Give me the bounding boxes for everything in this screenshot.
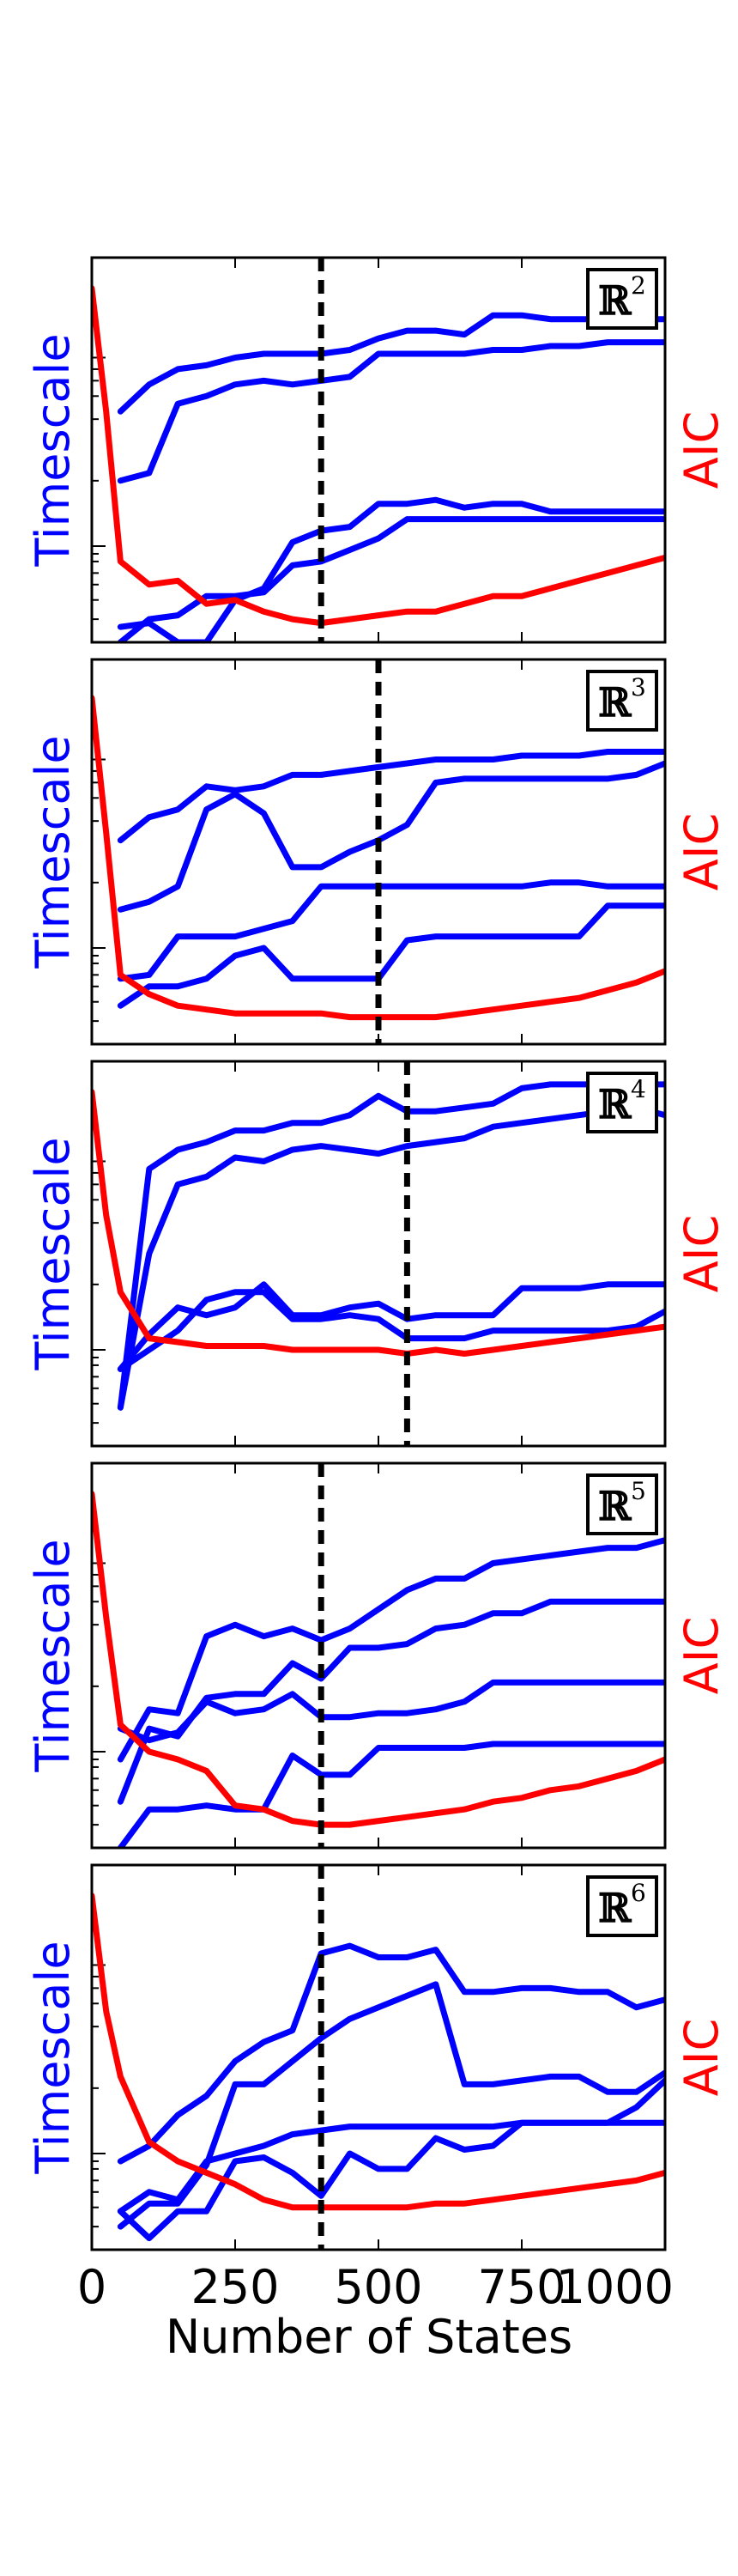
right-axis-label: AIC (674, 2019, 729, 2097)
x-tick-label: 250 (191, 2260, 279, 2314)
timescale-series-4 (117, 1281, 665, 1372)
right-axis-label: AIC (674, 1617, 729, 1695)
panel-badge (586, 670, 658, 732)
timescale-series-4 (117, 1679, 665, 1744)
series-lines (92, 1081, 665, 1411)
timescale-series-2 (117, 1981, 665, 2230)
panel-badge (586, 268, 658, 330)
x-tick-label: 1000 (556, 2260, 674, 2314)
x-axis-label: Number of States (166, 2310, 572, 2364)
aic-series (92, 285, 665, 627)
panel-badge (586, 1473, 658, 1535)
right-axis-label: AIC (674, 411, 729, 489)
panel-superscript: 3 (631, 673, 646, 702)
timescale-series-1 (117, 312, 665, 415)
timescale-series-2 (117, 760, 665, 913)
timescale-series-1 (117, 1537, 665, 1763)
panel-badge (586, 1072, 658, 1133)
right-axis-label: AIC (674, 813, 729, 891)
series-lines (92, 1893, 665, 2242)
timescale-series-1 (117, 1081, 665, 1411)
series-lines (92, 695, 665, 1021)
timescale-series-2 (117, 1598, 665, 1805)
y-axis-label: Timescale (26, 333, 80, 567)
panel-superscript: 2 (631, 271, 646, 300)
timescale-series-2 (117, 1104, 665, 1411)
aic-series (92, 695, 665, 1021)
panel-superscript: 4 (631, 1075, 646, 1103)
timescale-series-4 (117, 516, 665, 642)
y-axis-label: Timescale (26, 1941, 80, 2174)
panel-3: ℝ 4 Timescale AIC (26, 1060, 729, 1448)
timescale-series-4 (117, 902, 665, 1009)
panel-superscript: 5 (631, 1477, 646, 1505)
panel-label: ℝ (598, 679, 632, 726)
panel-1: ℝ 2 Timescale AIC (26, 256, 729, 644)
y-axis-label: Timescale (26, 735, 80, 969)
aic-series (92, 1089, 665, 1357)
panel-5: ℝ 6 Timescale AIC (26, 1863, 729, 2251)
panel-4: ℝ 5 Timescale AIC (26, 1461, 729, 1850)
panel-frame (90, 1863, 667, 2251)
timescale-series-1 (117, 749, 665, 844)
panel-frame (90, 1461, 667, 1850)
y-ticks (91, 258, 666, 642)
y-axis-label: Timescale (26, 1539, 80, 1772)
series-lines (92, 285, 665, 642)
panel-2: ℝ 3 Timescale AIC (26, 658, 729, 1046)
panel-frame (90, 658, 667, 1046)
x-tick-label: 750 (477, 2260, 566, 2314)
panel-label: ℝ (598, 277, 632, 324)
y-ticks (91, 1865, 666, 2250)
y-ticks (91, 1463, 666, 1848)
panel-label: ℝ (598, 1081, 632, 1127)
timescale-series-4 (117, 2077, 665, 2242)
y-ticks (91, 1061, 666, 1446)
panel-label: ℝ (598, 1483, 632, 1529)
timescale-series-3 (117, 496, 665, 642)
timescale-series-3 (117, 879, 665, 982)
panel-superscript: 6 (631, 1879, 646, 1907)
y-axis-label: Timescale (26, 1137, 80, 1370)
x-tick-label: 500 (334, 2260, 422, 2314)
right-axis-label: AIC (674, 1215, 729, 1293)
series-lines (92, 1491, 665, 1848)
timescale-series-2 (117, 339, 665, 484)
timescale-series-3 (117, 1289, 665, 1372)
aic-series (92, 1491, 665, 1828)
timescale-series-3 (117, 1741, 665, 1848)
aic-series (92, 1893, 665, 2211)
panel-label: ℝ (598, 1885, 632, 1931)
panel-frame (90, 1060, 667, 1448)
timescale-series-1 (117, 1942, 665, 2165)
panel-badge (586, 1875, 658, 1937)
panel-frame (90, 256, 667, 644)
x-tick-label: 0 (77, 2260, 106, 2314)
